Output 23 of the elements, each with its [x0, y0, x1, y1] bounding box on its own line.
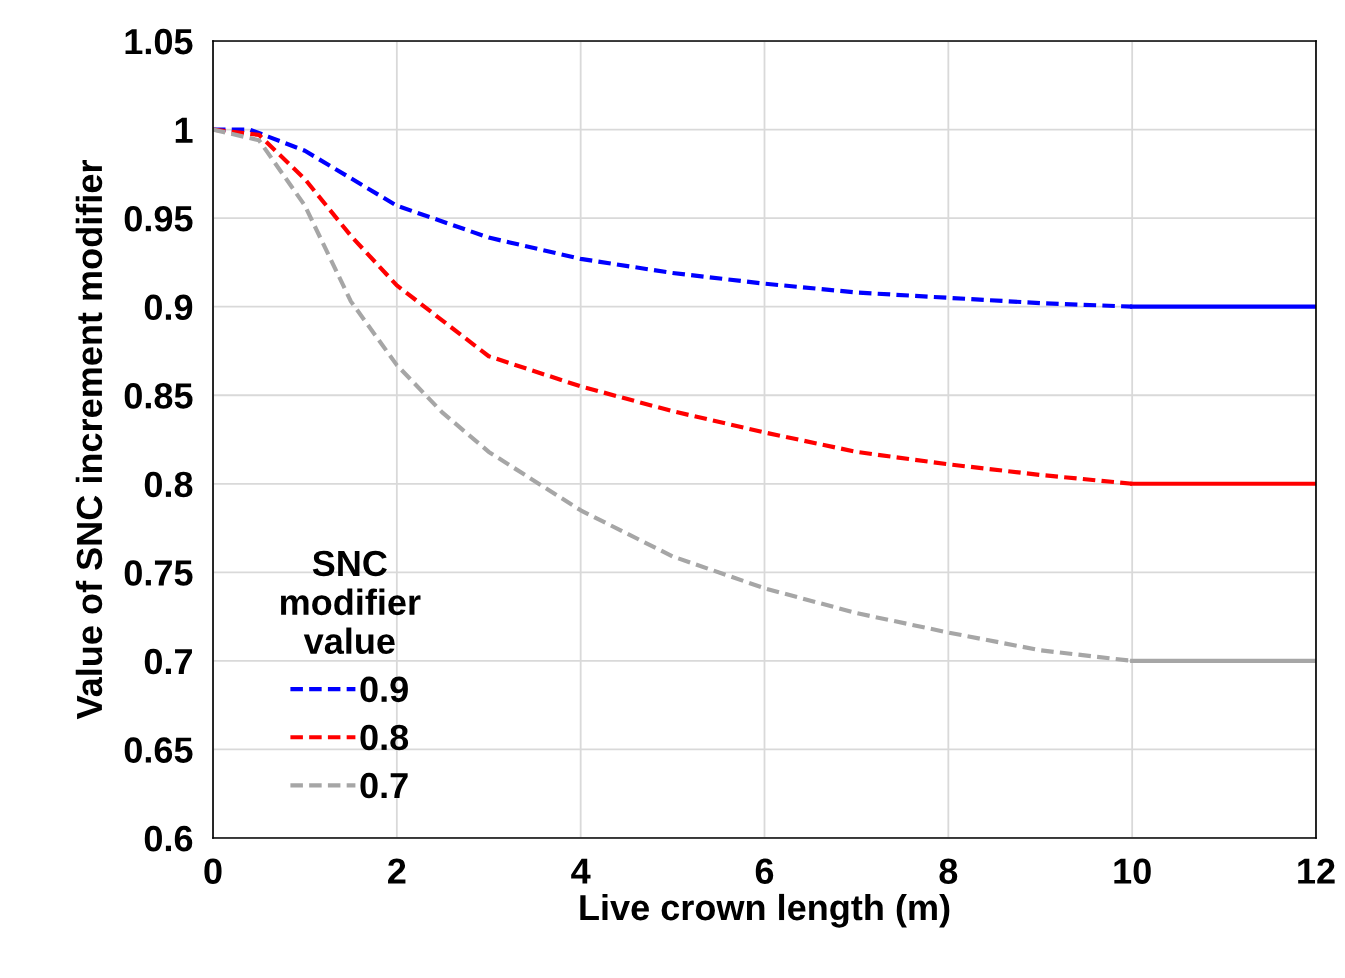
x-tick-label: 0 — [204, 858, 222, 884]
y-tick-label: 0.95 — [124, 205, 193, 232]
legend-label: 0.8 — [360, 724, 409, 751]
x-tick-label: 8 — [939, 858, 958, 884]
y-tick-label: 0.6 — [144, 825, 193, 852]
x-tick-label: 2 — [388, 858, 406, 884]
y-tick-label: 0.7 — [144, 648, 192, 675]
x-tick-label: 12 — [1298, 858, 1335, 884]
y-axis-title: Value of SNC increment modifier — [75, 160, 103, 720]
x-tick-label: 4 — [571, 858, 591, 884]
x-tick-label: 6 — [755, 858, 774, 884]
x-tick-label: 10 — [1114, 858, 1151, 884]
y-tick-label: 0.65 — [124, 737, 193, 763]
y-tick-label: 0.75 — [124, 560, 193, 586]
y-tick-label: 1.05 — [125, 28, 193, 55]
legend-title: SNC modifier value — [280, 550, 421, 655]
legend-label: 0.9 — [360, 676, 408, 703]
x-axis-title: Live crown length (m) — [580, 893, 950, 928]
y-tick-label: 0.85 — [124, 383, 193, 409]
y-tick-label: 0.9 — [144, 294, 193, 321]
legend-label: 0.7 — [360, 772, 408, 799]
y-tick-label: 1 — [175, 117, 193, 143]
y-tick-label: 0.8 — [144, 471, 193, 498]
